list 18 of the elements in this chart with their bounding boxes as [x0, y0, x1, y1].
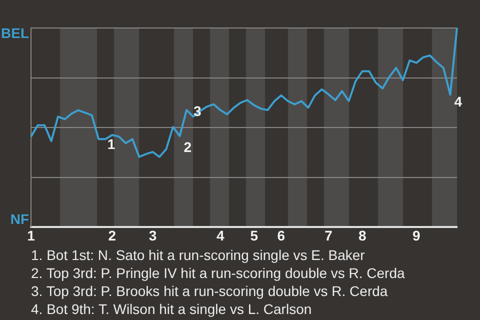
- x-tick-label: 5: [250, 227, 258, 244]
- annotation: 2: [184, 138, 192, 155]
- text: BEL: [1, 24, 30, 41]
- x-tick-label: 6: [277, 227, 286, 244]
- annotation: 4: [454, 94, 462, 110]
- x-tick-label: 9: [412, 227, 421, 244]
- x-tick-label: 7: [324, 227, 333, 244]
- x-tick-label: 8: [358, 227, 366, 244]
- x-tick-label: 1: [27, 227, 36, 244]
- text: 2. Top 3rd: P. Pringle IV hit a run-scoring double vs R. Cerda: [31, 264, 406, 282]
- x-tick-label: 4: [216, 227, 224, 244]
- text: 4. Bot 9th: T. Wilson hit a single vs L. Carlson: [31, 300, 313, 318]
- x-tick-label: 3: [148, 227, 157, 244]
- annotation: 1: [107, 136, 116, 152]
- x-tick-label: 2: [108, 227, 116, 244]
- text: NF: [10, 211, 30, 228]
- text: 1. Bot 1st: N. Sato hit a run-scoring single vs E. Baker: [31, 246, 366, 264]
- text: 3. Top 3rd: P. Brooks hit a run-scoring double vs R. Cerda: [31, 282, 389, 300]
